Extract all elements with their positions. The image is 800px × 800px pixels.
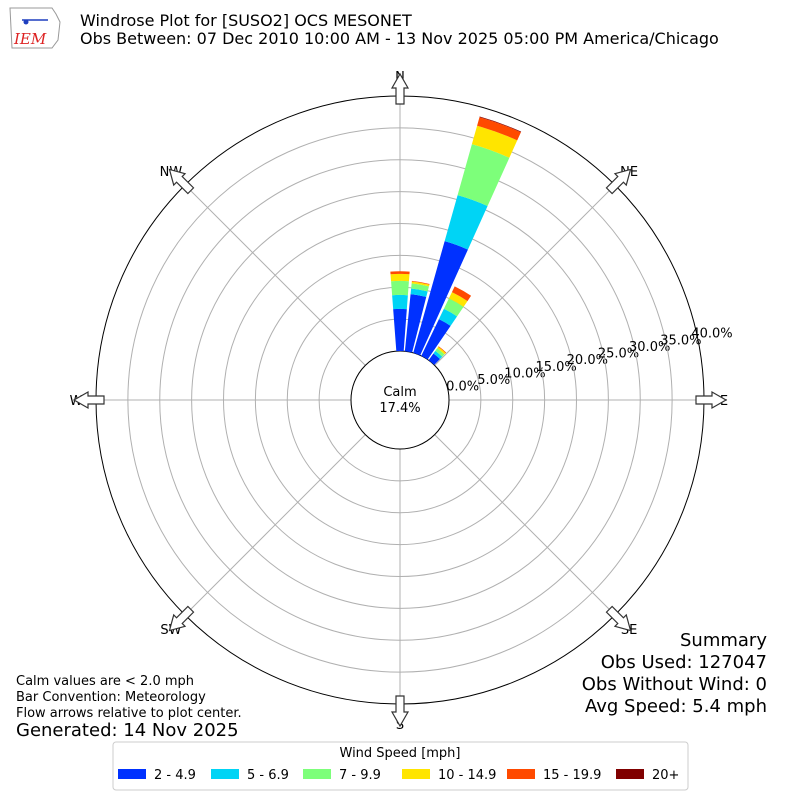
calm-value: 17.4% [379,401,420,416]
grid-ring [254,254,546,546]
note: Flow arrows relative to plot center. [16,706,242,721]
bar-segment [477,117,521,141]
r-tick-label: 20.0% [567,353,608,368]
bar-segment [411,281,430,287]
bar-segment [411,283,429,292]
grid-ring [223,223,577,577]
bar-segment [438,346,447,354]
flow-arrow [605,168,632,195]
flow-arrow [168,605,195,632]
legend-label: 2 - 4.9 [154,768,196,783]
bar-segment [457,144,510,207]
generated: Generated: 14 Nov 2025 [16,720,239,741]
legend-swatch [211,769,239,779]
chart-title: Windrose Plot for [SUSO2] OCS MESONET [80,11,412,30]
bar-segment [413,241,468,356]
flow-arrow [168,168,195,195]
bar-segment [411,280,430,285]
r-tick-label: 5.0% [477,373,510,388]
grid-ring [127,127,673,673]
r-tick-label: 0.0% [446,380,479,395]
bar-segment [437,346,446,355]
legend-label: 5 - 6.9 [247,768,289,783]
logo-text: IEM [13,30,47,48]
bar-segment [471,125,518,158]
logo: IEM [9,7,61,49]
legend-swatch [616,769,644,779]
note: Calm values are < 2.0 mph [16,674,194,689]
r-tick-label: 15.0% [535,360,576,375]
bar-segment [390,271,410,275]
r-tick-label: 10.0% [504,366,545,381]
legend-label: 10 - 14.9 [438,768,496,783]
flow-arrow [390,695,410,728]
legend-swatch [303,769,331,779]
legend-swatch [118,769,146,779]
grid-ring [159,159,641,641]
bar-segment [451,286,472,302]
legend-box [112,741,689,791]
flow-arrow [695,390,728,410]
bar-segment [428,353,441,365]
bar-segment [438,308,458,326]
summary-line: Obs Without Wind: 0 [582,674,767,695]
calm-text: Calm [383,385,416,400]
r-tick-label: 30.0% [629,340,670,355]
summary-line: Obs Used: 127047 [601,652,767,673]
bar-segment [444,195,488,250]
grid-ring [191,191,609,609]
flow-arrow [72,390,105,410]
chart-subtitle: Obs Between: 07 Dec 2010 10:00 AM - 13 N… [80,29,719,48]
r-tick-label: 40.0% [691,327,732,342]
bar-segment [479,116,522,133]
calm-circle [350,350,450,450]
bar-segment [410,288,428,297]
bar-segment [435,348,445,357]
legend-title: Wind Speed [mph] [340,746,461,761]
bar-segment [404,294,427,353]
bar-segment [433,350,443,359]
summary-line: Summary [680,630,767,651]
legend-swatch [402,769,430,779]
bar-segment [393,308,407,352]
bar-segment [391,280,409,296]
flow-arrow [390,72,410,105]
flow-arrow [605,605,632,632]
r-tick-label: 25.0% [598,347,639,362]
bar-segment [443,298,464,317]
legend-label: 20+ [652,768,679,783]
summary-line: Avg Speed: 5.4 mph [585,696,767,717]
r-tick-label: 35.0% [660,333,701,348]
legend-label: 7 - 9.9 [339,768,381,783]
bar-segment [421,319,451,360]
legend-swatch [507,769,535,779]
bar-segment [392,294,408,310]
bar-segment [448,292,468,307]
legend-label: 15 - 19.9 [543,768,601,783]
bar-segment [390,273,410,282]
note: Bar Convention: Meteorology [16,690,206,705]
